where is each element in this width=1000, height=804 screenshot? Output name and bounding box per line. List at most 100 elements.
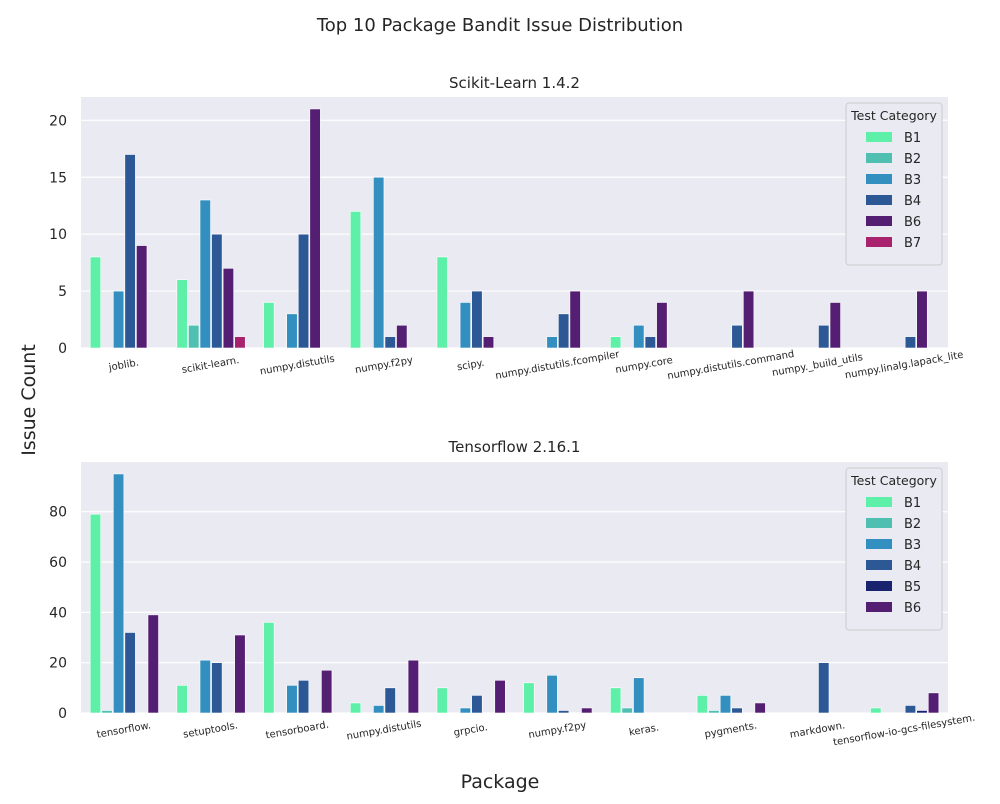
bar-grpcio-b4 [471, 695, 483, 714]
x-tick-label: numpy.distutils [259, 354, 335, 378]
bar-numpy-distutils-fcompiler-b3 [546, 336, 558, 349]
legend-swatch-b1 [866, 132, 892, 142]
bar-joblib-b1 [89, 256, 102, 349]
bar-tensorflow-io-gcs-filesystem-b6 [927, 692, 940, 714]
x-tick-label: setuptools. [182, 720, 238, 740]
legend-label-b3: B3 [904, 173, 921, 188]
y-tick-label: 20 [49, 656, 67, 672]
bar-numpy-f2py-b6 [396, 324, 408, 349]
legend: Test Category B1 B2 B3 B4 B6 B7 [845, 102, 943, 266]
bar-numpy-linalg-lapack-lite-b6 [916, 290, 928, 349]
bar-tensorflow-io-gcs-filesystem-b5 [916, 710, 928, 714]
bar-scipy-b4 [471, 290, 483, 349]
legend-swatch-b3 [866, 174, 892, 184]
plot-area [81, 462, 948, 713]
bar-numpy-core-b6 [656, 302, 668, 349]
bar-tensorflow-io-gcs-filesystem-b1 [870, 707, 882, 714]
bar-scikit-learn-b7 [234, 336, 246, 349]
bar-pygments-b3 [719, 695, 732, 714]
x-tick-label: numpy.core [615, 355, 674, 376]
bar-scikit-learn-b6 [222, 268, 234, 349]
bar-setuptools-b1 [176, 685, 188, 714]
bar-grpcio-b6 [494, 679, 506, 714]
x-tick-label: numpy.distutils [346, 719, 422, 743]
bar-numpy-distutils-b6 [407, 659, 419, 714]
tensorflow-chart: Tensorflow 2.16.1 0 20 40 60 80 tensorflow. set… [49, 438, 976, 748]
x-tick-label: numpy.f2py [354, 355, 414, 376]
y-tick-label: 5 [58, 284, 67, 300]
bar-numpy-build-utils-b6 [829, 302, 841, 349]
bar-tensorboard-b1 [263, 622, 275, 714]
bar-numpy-distutils-b1 [349, 702, 362, 714]
bar-numpy-distutils-b4 [297, 233, 310, 349]
bar-grpcio-b1 [436, 687, 448, 714]
x-tick-label: scipy. [456, 358, 485, 374]
legend-swatch-b5 [866, 581, 892, 591]
figure-title: Top 10 Package Bandit Issue Distribution [316, 15, 683, 36]
bar-markdown-b4 [818, 662, 830, 714]
bar-joblib-b3 [112, 290, 125, 349]
legend-label-b4: B4 [904, 559, 921, 574]
bar-scikit-learn-b1 [176, 279, 188, 349]
legend-label-b3: B3 [904, 538, 921, 553]
bar-tensorflow-b3 [112, 473, 125, 714]
bar-numpy-core-b4 [644, 336, 656, 349]
bar-numpy-distutils-b3 [373, 705, 385, 714]
bar-numpy-core-b3 [633, 324, 645, 349]
bar-numpy-linalg-lapack-lite-b4 [904, 336, 917, 349]
legend-label-b7: B7 [904, 236, 921, 251]
chart-title: Tensorflow 2.16.1 [448, 438, 581, 456]
y-tick-label: 10 [49, 227, 67, 243]
bar-pygments-b4 [731, 707, 743, 714]
scikit-learn-chart: Scikit-Learn 1.4.2 0 5 10 15 20 joblib. scikit-… [49, 74, 964, 382]
bar-scikit-learn-b2 [188, 324, 200, 349]
y-tick-label: 60 [49, 555, 67, 571]
bar-scipy-b3 [459, 302, 471, 349]
x-tick-label: tensorflow-io-gcs-filesystem. [832, 713, 976, 749]
legend-label-b1: B1 [904, 496, 921, 511]
bar-numpy-build-utils-b4 [818, 324, 830, 349]
legend-label-b4: B4 [904, 194, 921, 209]
legend-swatch-b3 [866, 539, 892, 549]
bar-tensorflow-b2 [101, 710, 113, 714]
legend-label-b2: B2 [904, 517, 921, 532]
bar-numpy-f2py-b4 [558, 710, 570, 714]
legend-label-b6: B6 [904, 215, 921, 230]
y-tick-label: 0 [58, 341, 67, 357]
legend-label-b6: B6 [904, 601, 921, 616]
x-tick-label: grpcio. [453, 722, 489, 739]
bar-setuptools-b6 [234, 634, 246, 714]
bar-numpy-distutils-b3 [286, 313, 298, 349]
bar-numpy-core-b1 [610, 336, 622, 349]
legend-box [845, 102, 943, 266]
legend-swatch-b7 [866, 237, 892, 247]
x-tick-label: joblib. [107, 357, 140, 373]
x-tick-label: keras. [628, 722, 660, 738]
bar-numpy-distutils-b1 [263, 302, 275, 349]
x-tick-label: numpy.f2py [528, 720, 588, 741]
bar-numpy-f2py-b3 [373, 176, 385, 349]
bar-grpcio-b3 [459, 707, 471, 714]
y-tick-label: 80 [49, 505, 67, 521]
legend-title: Test Category [850, 108, 937, 123]
bar-scikit-learn-b3 [199, 199, 211, 349]
bar-numpy-distutils-fcompiler-b4 [558, 313, 570, 349]
chart-title: Scikit-Learn 1.4.2 [449, 74, 580, 92]
bar-setuptools-b4 [211, 662, 223, 714]
bar-joblib-b4 [124, 154, 136, 349]
bar-numpy-distutils-command-b4 [731, 324, 743, 349]
legend-label-b2: B2 [904, 152, 921, 167]
x-tick-label: tensorboard. [265, 720, 330, 742]
bar-scipy-b1 [436, 256, 448, 349]
bar-numpy-f2py-b1 [523, 682, 535, 714]
y-tick-label: 0 [58, 706, 67, 722]
bar-keras-b1 [610, 687, 622, 714]
legend-label-b1: B1 [904, 131, 921, 146]
bar-keras-b3 [633, 677, 645, 714]
plot-area [81, 97, 948, 348]
bar-tensorboard-b3 [286, 685, 298, 714]
bar-numpy-f2py-b1 [349, 211, 362, 349]
bar-pygments-b6 [754, 702, 766, 714]
bar-tensorflow-b4 [124, 632, 136, 714]
